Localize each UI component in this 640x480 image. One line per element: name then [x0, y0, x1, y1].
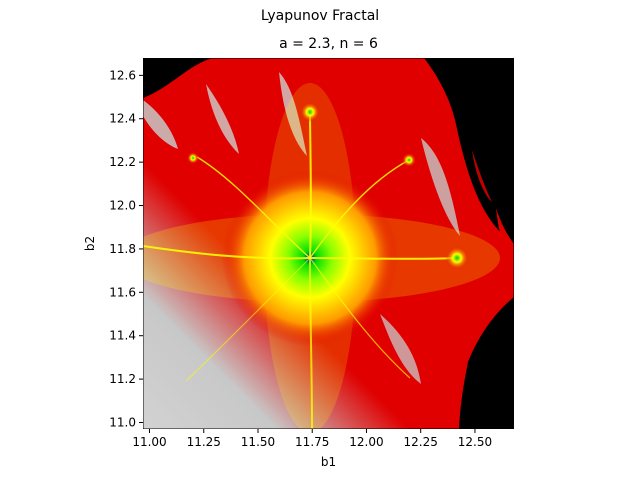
silver-lobe-upper — [279, 72, 307, 156]
curved-line-right — [309, 257, 458, 260]
curved-line-left — [143, 245, 311, 260]
x-tick-label: 11.50 — [241, 435, 275, 449]
x-tick-label: 11.25 — [187, 435, 221, 449]
y-tick-label: 12.0 — [109, 199, 136, 213]
y-tick-label: 11.6 — [109, 285, 136, 299]
arc-line-2 — [309, 159, 410, 259]
y-tick-label: 11.8 — [109, 242, 136, 256]
arc-line-1 — [196, 156, 311, 259]
silver-lobe-top — [206, 84, 239, 154]
x-axis: 11.00 11.25 11.50 11.75 12.00 12.25 12.50 — [132, 429, 492, 449]
red-filament-right — [496, 208, 514, 265]
x-tick-label: 11.75 — [295, 435, 329, 449]
x-tick-label: 11.00 — [132, 435, 166, 449]
x-axis-label: b1 — [321, 455, 336, 469]
y-axis: 11.0 11.2 11.4 11.6 11.8 12.0 12.2 12.4 12.6 — [109, 68, 143, 429]
chart-title: a = 2.3, n = 6 — [279, 36, 378, 52]
curved-line-top — [309, 111, 312, 259]
silver-lobe-right — [421, 138, 460, 236]
plot-area — [143, 58, 514, 429]
attractor-right — [445, 246, 469, 270]
y-tick-label: 11.4 — [109, 329, 136, 343]
attractor-upper-right — [402, 153, 416, 167]
x-tick-label: 12.00 — [349, 435, 383, 449]
y-tick-label: 11.2 — [109, 372, 136, 386]
y-tick-label: 12.6 — [109, 68, 136, 82]
x-tick-label: 12.50 — [458, 435, 492, 449]
y-axis-label: b2 — [83, 236, 97, 251]
arc-line-3 — [309, 257, 411, 379]
silver-lobe-lower — [380, 314, 421, 384]
figure-title: Lyapunov Fractal — [260, 8, 380, 24]
arc-line-4 — [185, 257, 311, 382]
silver-lobe-left — [143, 100, 178, 149]
attractor-upper-left — [187, 152, 199, 164]
y-tick-label: 11.0 — [109, 415, 136, 429]
x-tick-label: 12.25 — [404, 435, 438, 449]
attractor-top — [300, 102, 320, 122]
curved-line-bottom — [309, 257, 313, 429]
y-tick-label: 12.2 — [109, 155, 136, 169]
y-tick-label: 12.4 — [109, 112, 136, 126]
